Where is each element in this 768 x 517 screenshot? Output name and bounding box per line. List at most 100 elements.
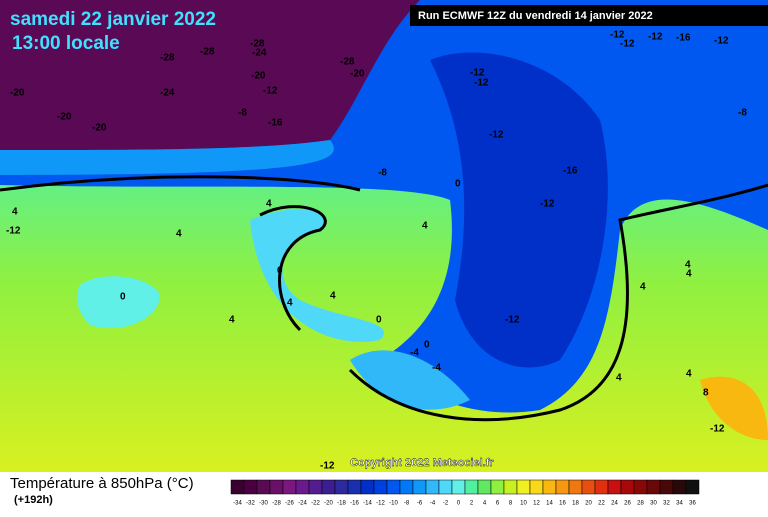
scale-swatch [412,479,427,495]
scale-swatch [386,479,401,495]
scale-swatch [360,479,375,495]
scale-label: 14 [546,501,553,507]
contour-label: 4 [266,199,272,210]
med-cold [350,350,470,410]
contour-label: -12 [470,68,485,79]
contour-label: 4 [176,229,182,240]
contour-label: -12 [320,461,335,472]
contour-label: -28 [250,39,265,50]
scale-swatch [594,479,609,495]
time: 13:00 locale [12,33,120,54]
scale-label: -22 [311,501,320,507]
run-box [410,5,768,26]
contour-label: -12 [610,30,625,41]
scale-swatch [568,479,583,495]
contour-label: 4 [685,260,691,271]
contour-label: -20 [10,88,25,99]
scale-swatch [230,479,245,495]
contour-label: 0 [277,266,283,277]
contour-label: -4 [432,363,441,374]
scale-label: -26 [285,501,294,507]
scale-label: 32 [663,501,670,507]
scale-label: 22 [598,501,605,507]
legend-title: Température à 850hPa (°C) [10,475,194,492]
contour-label: -12 [489,130,504,141]
scale-swatch [308,479,323,495]
scale-swatch [256,479,271,495]
scale-label: -24 [298,501,307,507]
contour-label: -20 [350,69,365,80]
scale-swatch [321,479,336,495]
scale-swatch [269,479,284,495]
scale-swatch [425,479,440,495]
contour-label: 0 [424,340,430,351]
scale-label: -18 [337,501,346,507]
scale-swatch [620,479,635,495]
scale-swatch [542,479,557,495]
scale-label: 10 [520,501,527,507]
date: samedi 22 janvier 2022 [10,9,216,30]
scale-label: 0 [457,501,461,507]
contour-label: 4 [616,373,622,384]
contour-label: 0 [376,315,382,326]
scale-swatch [685,479,700,495]
scale-label: -8 [404,501,410,507]
contour-label: -28 [200,47,215,58]
scale-label: -14 [363,501,372,507]
scale-label: 30 [650,501,657,507]
contour-label: -12 [714,36,729,47]
contour-label: -24 [252,48,267,59]
contour-label: 4 [686,369,692,380]
scale-label: -4 [430,501,436,507]
scale-label: 20 [585,501,592,507]
scale-swatch [581,479,596,495]
contour-label: -8 [238,108,247,119]
scale-label: 6 [496,501,500,507]
contour-label: -12 [474,78,489,89]
contour-label: -20 [251,71,266,82]
scale-swatch [529,479,544,495]
scale-swatch [555,479,570,495]
contour-label: 0 [455,179,461,190]
scale-label: 8 [509,501,513,507]
contour-label: -12 [648,32,663,43]
contour-label: -20 [57,112,72,123]
contour-label: 4 [287,298,293,309]
scale-swatch [295,479,310,495]
contour-label: -12 [620,39,635,50]
contour-label: 4 [12,207,18,218]
scale-swatch [477,479,492,495]
scale-label: 28 [637,501,644,507]
scale-label: -10 [389,501,398,507]
run-info: Run ECMWF 12Z du vendredi 14 janvier 202… [418,10,653,22]
contour-label: 4 [330,291,336,302]
contour-label: -20 [92,123,107,134]
scale-label: 34 [676,501,683,507]
cold-core [430,52,608,368]
scale-label: -32 [246,501,255,507]
contour-label: 4 [229,315,235,326]
scale-label: -28 [272,501,281,507]
contour-label: 4 [640,282,646,293]
scale-swatch [373,479,388,495]
scale-label: 18 [572,501,579,507]
contour-label: -28 [340,57,355,68]
polar-air [0,0,420,150]
ocean-cold [77,276,160,329]
scale-swatch [347,479,362,495]
contour-label: -8 [738,108,747,119]
scale-swatch [464,479,479,495]
scale-label: -12 [376,501,385,507]
contour-label: -4 [410,348,419,359]
scale-swatch [633,479,648,495]
scale-label: -16 [350,501,359,507]
scale-label: 26 [624,501,631,507]
scale-swatch [438,479,453,495]
contour-label: -12 [505,315,520,326]
scale-swatch [659,479,674,495]
scale-label: -2 [443,501,449,507]
contour-label: 4 [686,269,692,280]
scale-swatch [607,479,622,495]
scale-label: 4 [483,501,487,507]
